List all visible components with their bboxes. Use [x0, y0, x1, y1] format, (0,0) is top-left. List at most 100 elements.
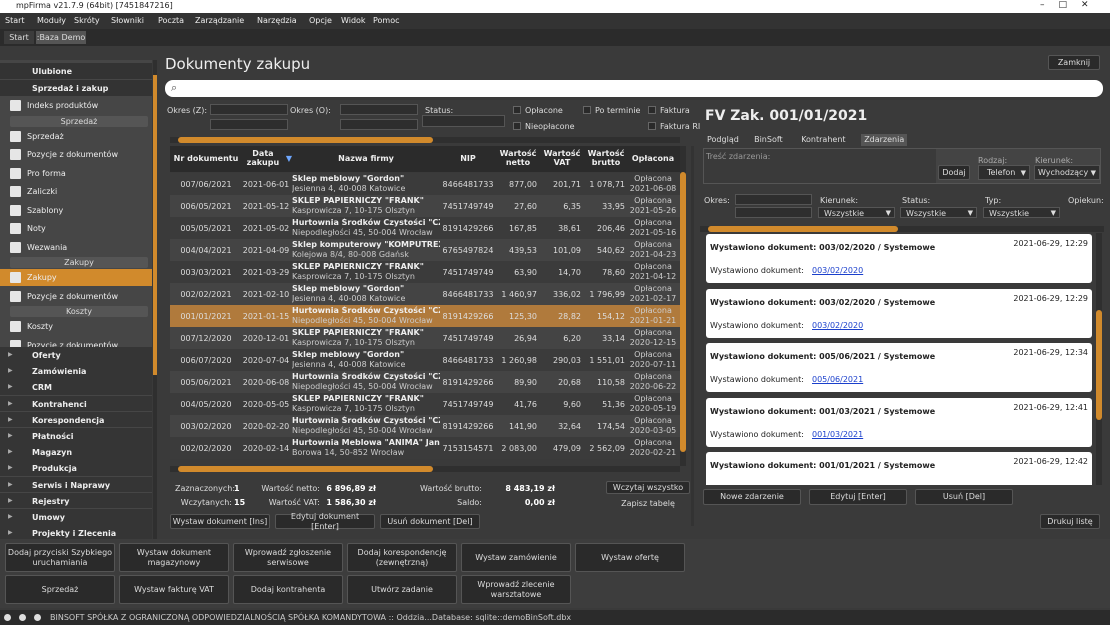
- menu-item[interactable]: Zarządzanie: [195, 16, 245, 25]
- sidebar-group[interactable]: CRM: [32, 383, 52, 393]
- event-link[interactable]: 001/03/2021: [812, 429, 864, 439]
- sidebar-item[interactable]: Pozycje z dokumentów: [27, 150, 118, 159]
- sidebar-group[interactable]: Produkcja: [32, 464, 77, 474]
- menu-item[interactable]: Widok: [341, 16, 366, 25]
- event-link[interactable]: 003/02/2020: [812, 266, 864, 275]
- sidebar-item[interactable]: Pro forma: [27, 168, 66, 178]
- sidebar-item[interactable]: Noty: [27, 224, 46, 233]
- button[interactable]: Wystaw zamówienie: [461, 543, 571, 572]
- button[interactable]: Edytuj dokument [Enter]: [275, 512, 375, 531]
- event-card[interactable]: [706, 343, 1092, 392]
- detail-tab[interactable]: Zdarzenia: [861, 134, 908, 146]
- dropdown[interactable]: [422, 115, 505, 127]
- menu-item[interactable]: Skróty: [74, 16, 100, 25]
- detail-tab[interactable]: BinSoft: [754, 135, 783, 144]
- column-header[interactable]: Nr dokumentu: [173, 153, 239, 163]
- sidebar-header[interactable]: Sprzedaż i zakup: [32, 84, 109, 93]
- column-header[interactable]: Nazwa firmy: [338, 153, 394, 163]
- menu-item[interactable]: Start: [5, 16, 25, 25]
- button[interactable]: Dodaj korespondencję (zewnętrzną): [347, 543, 457, 572]
- column-header[interactable]: NIP: [460, 153, 476, 163]
- sidebar-header[interactable]: Ulubione: [32, 67, 73, 76]
- checkbox-label[interactable]: Opłacone: [525, 106, 563, 115]
- checkbox[interactable]: [513, 106, 521, 114]
- search-bar[interactable]: [165, 80, 1103, 97]
- tab[interactable]: :Baza Demo: [36, 31, 86, 44]
- checkbox-label[interactable]: Faktura: [660, 106, 690, 115]
- dropdown[interactable]: Wszystkie ▼: [818, 207, 895, 218]
- column-header[interactable]: Wartość netto: [499, 149, 537, 167]
- sidebar-item[interactable]: Zaliczki: [27, 187, 58, 196]
- button[interactable]: Utwórz zadanie: [347, 575, 457, 604]
- sidebar-group[interactable]: Projekty i Zlecenia: [32, 529, 117, 539]
- table-row[interactable]: [170, 371, 680, 393]
- sidebar-group[interactable]: Kontrahenci: [32, 399, 87, 409]
- menu-item[interactable]: Opcje: [309, 16, 332, 25]
- column-header[interactable]: Data zakupu ▼: [246, 149, 292, 167]
- sidebar-item[interactable]: Szablony: [27, 205, 64, 215]
- dropdown[interactable]: Telefon ▼: [978, 165, 1030, 180]
- table-row[interactable]: [170, 261, 680, 283]
- column-header[interactable]: Wartość VAT: [543, 149, 581, 167]
- textarea[interactable]: [704, 149, 936, 183]
- button[interactable]: Sprzedaż: [5, 575, 115, 604]
- button[interactable]: Wprowadź zgłoszenie serwisowe: [233, 543, 343, 572]
- event-card[interactable]: [706, 288, 1092, 338]
- table-row[interactable]: [170, 283, 680, 305]
- sidebar-item[interactable]: Wezwania: [27, 242, 68, 252]
- table-row[interactable]: [170, 349, 680, 371]
- table-row[interactable]: [170, 415, 680, 437]
- button[interactable]: Usuń dokument [Del]: [380, 514, 480, 529]
- dropdown[interactable]: [735, 194, 812, 205]
- dropdown[interactable]: [735, 207, 812, 218]
- sidebar-item[interactable]: Zakupy: [27, 273, 57, 282]
- table-row[interactable]: [170, 239, 680, 261]
- detail-tab[interactable]: Podgląd: [707, 135, 739, 144]
- button[interactable]: Wystaw dokument [Ins]: [170, 514, 270, 529]
- sidebar-group[interactable]: Zamówienia: [32, 367, 87, 377]
- checkbox-label[interactable]: Nieopłacone: [525, 122, 575, 131]
- event-card[interactable]: [706, 452, 1092, 485]
- dropdown[interactable]: Wszystkie ▼: [983, 207, 1060, 218]
- dropdown[interactable]: [210, 119, 288, 130]
- button[interactable]: Nowe zdarzenie: [703, 489, 801, 505]
- sidebar-item[interactable]: Pozycje z dokumentów: [27, 340, 118, 350]
- checkbox[interactable]: [648, 106, 656, 114]
- checkbox[interactable]: [648, 122, 656, 130]
- detail-tab[interactable]: Kontrahent: [801, 135, 846, 144]
- button[interactable]: Dodaj kontrahenta: [233, 575, 343, 604]
- checkbox[interactable]: [513, 122, 521, 130]
- sidebar-group[interactable]: Magazyn: [32, 448, 73, 458]
- menu-item[interactable]: Poczta: [158, 16, 185, 25]
- sidebar-group[interactable]: Korespondencja: [32, 415, 105, 425]
- table-row[interactable]: [170, 437, 680, 459]
- dropdown[interactable]: [210, 104, 288, 115]
- checkbox[interactable]: [583, 106, 591, 114]
- event-card[interactable]: [706, 234, 1092, 283]
- sidebar-group[interactable]: Umowy: [32, 513, 65, 522]
- sidebar-item[interactable]: Koszty: [27, 322, 53, 331]
- table-row[interactable]: [170, 173, 680, 195]
- checkbox-label[interactable]: Po terminie: [595, 106, 641, 115]
- dropdown[interactable]: [340, 119, 418, 130]
- table-row[interactable]: [170, 195, 680, 217]
- table-row[interactable]: [170, 327, 680, 349]
- column-header[interactable]: Wartość brutto: [587, 149, 625, 167]
- table-row[interactable]: [170, 305, 680, 327]
- link-button[interactable]: Zapisz tabelę: [621, 499, 675, 508]
- column-header[interactable]: Opłacona: [631, 153, 675, 163]
- checkbox-label[interactable]: Faktura RI: [660, 122, 701, 131]
- sidebar-item[interactable]: Sprzedaż: [27, 131, 64, 141]
- sidebar-group[interactable]: Płatności: [32, 432, 74, 441]
- dropdown[interactable]: [340, 104, 418, 115]
- dropdown[interactable]: Wychodzący ▼: [1034, 165, 1100, 180]
- sidebar-item[interactable]: Pozycje z dokumentów: [27, 291, 118, 301]
- event-link[interactable]: 003/02/2020: [812, 320, 864, 330]
- menu-item[interactable]: Narzędzia: [257, 16, 297, 25]
- event-link[interactable]: 001/01/2021: [812, 484, 863, 485]
- button[interactable]: Usuń [Del]: [915, 489, 1013, 505]
- table-row[interactable]: [170, 393, 680, 415]
- button[interactable]: Drukuj listę: [1040, 514, 1100, 529]
- button[interactable]: Zamknij: [1048, 55, 1100, 70]
- button[interactable]: Edytuj [Enter]: [809, 489, 907, 505]
